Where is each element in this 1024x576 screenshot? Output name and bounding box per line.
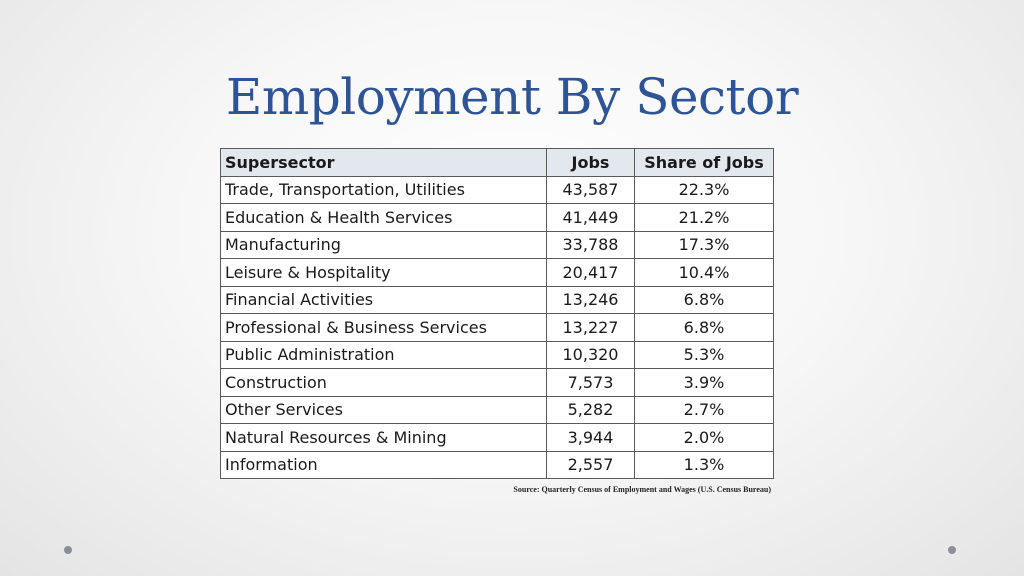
table-row: Other Services 5,282 2.7% [220, 395, 774, 424]
table-row: Leisure & Hospitality 20,417 10.4% [220, 258, 774, 287]
sector-cell: Public Administration [220, 340, 547, 369]
sector-cell: Other Services [220, 395, 547, 424]
slide-dot-left-icon [64, 546, 72, 554]
share-cell: 21.2% [634, 203, 774, 232]
column-header-share: Share of Jobs [634, 148, 774, 177]
column-header-supersector: Supersector [220, 148, 547, 177]
sector-cell: Natural Resources & Mining [220, 423, 547, 452]
table-row: Construction 7,573 3.9% [220, 368, 774, 397]
share-cell: 22.3% [634, 175, 774, 204]
table-row: Natural Resources & Mining 3,944 2.0% [220, 423, 774, 452]
jobs-cell: 43,587 [546, 175, 635, 204]
table-row: Information 2,557 1.3% [220, 450, 774, 479]
slide-dot-right-icon [948, 546, 956, 554]
share-cell: 6.8% [634, 313, 774, 342]
table-header-row: Supersector Jobs Share of Jobs [220, 148, 774, 177]
share-cell: 17.3% [634, 230, 774, 259]
share-cell: 10.4% [634, 258, 774, 287]
employment-table-container: Supersector Jobs Share of Jobs Trade, Tr… [220, 148, 774, 479]
share-cell: 1.3% [634, 450, 774, 479]
table-row: Public Administration 10,320 5.3% [220, 340, 774, 369]
column-header-jobs: Jobs [546, 148, 635, 177]
sector-cell: Financial Activities [220, 285, 547, 314]
slide-title: Employment By Sector [225, 68, 799, 126]
jobs-cell: 13,227 [546, 313, 635, 342]
sector-cell: Construction [220, 368, 547, 397]
share-cell: 5.3% [634, 340, 774, 369]
jobs-cell: 20,417 [546, 258, 635, 287]
jobs-cell: 3,944 [546, 423, 635, 452]
table-row: Trade, Transportation, Utilities 43,587 22… [220, 175, 774, 204]
sector-cell: Education & Health Services [220, 203, 547, 232]
share-cell: 2.7% [634, 395, 774, 424]
share-cell: 6.8% [634, 285, 774, 314]
share-cell: 3.9% [634, 368, 774, 397]
table-body: Trade, Transportation, Utilities 43,587 22… [220, 175, 774, 479]
table-row: Education & Health Services 41,449 21.2% [220, 203, 774, 232]
source-note: Source: Quarterly Census of Employment a… [513, 485, 771, 494]
table-row: Financial Activities 13,246 6.8% [220, 285, 774, 314]
sector-cell: Leisure & Hospitality [220, 258, 547, 287]
employment-table: Supersector Jobs Share of Jobs Trade, Tr… [220, 148, 774, 479]
sector-cell: Professional & Business Services [220, 313, 547, 342]
sector-cell: Manufacturing [220, 230, 547, 259]
jobs-cell: 7,573 [546, 368, 635, 397]
jobs-cell: 2,557 [546, 450, 635, 479]
jobs-cell: 33,788 [546, 230, 635, 259]
table-row: Professional & Business Services 13,227 6.… [220, 313, 774, 342]
jobs-cell: 13,246 [546, 285, 635, 314]
table-row: Manufacturing 33,788 17.3% [220, 230, 774, 259]
jobs-cell: 41,449 [546, 203, 635, 232]
sector-cell: Information [220, 450, 547, 479]
jobs-cell: 5,282 [546, 395, 635, 424]
share-cell: 2.0% [634, 423, 774, 452]
jobs-cell: 10,320 [546, 340, 635, 369]
sector-cell: Trade, Transportation, Utilities [220, 175, 547, 204]
